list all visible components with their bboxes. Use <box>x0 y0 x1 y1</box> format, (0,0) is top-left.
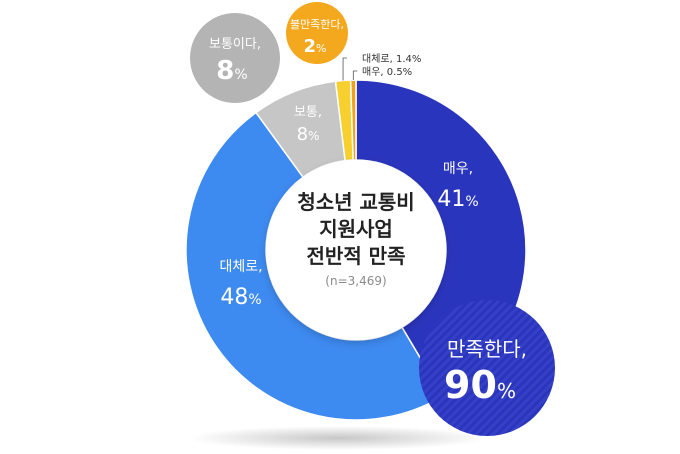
bubble-dissatisfied-label: 불만족한다, <box>290 18 344 31</box>
slice-label-very-satisfied: 매우, <box>443 161 473 177</box>
center-title-line-1: 청소년 교통비 <box>297 190 414 214</box>
callout-mostly-dissatisfied: 대체로, 1.4% <box>362 53 421 65</box>
leader-line-very-dissatisfied <box>352 70 358 81</box>
slice-value-neutral: 8% <box>297 124 320 145</box>
chart-shadow <box>188 426 488 450</box>
callout-very-dissatisfied: 매우, 0.5% <box>362 66 412 78</box>
bubble-satisfied-value: 90% <box>444 363 516 407</box>
center-title-line-3: 전반적 만족 <box>307 244 406 268</box>
slice-value-very-satisfied: 41% <box>437 187 478 212</box>
bubble-dissatisfied-value: 2% <box>304 36 327 57</box>
slice-label-mostly-satisfied: 대체로, <box>219 259 262 275</box>
bubble-satisfied: 만족한다, 90% <box>419 300 555 436</box>
center-subtitle: (n=3,469) <box>325 274 386 288</box>
bubble-satisfied-circle <box>419 300 555 436</box>
bubble-neutral: 보통이다, 8% <box>190 13 280 103</box>
slice-label-neutral: 보통, <box>294 105 322 120</box>
bubble-neutral-label: 보통이다, <box>209 37 261 52</box>
leader-line-mostly-dissatisfied <box>342 57 348 81</box>
bubble-satisfied-label: 만족한다, <box>447 337 527 361</box>
bubble-dissatisfied-circle <box>286 2 348 64</box>
center-title-line-2: 지원사업 <box>319 217 393 241</box>
bubble-neutral-value: 8% <box>216 56 247 86</box>
leader-lines <box>342 57 358 81</box>
donut-center <box>266 160 446 340</box>
slice-value-mostly-satisfied: 48% <box>220 285 261 310</box>
bubble-dissatisfied: 불만족한다, 2% <box>286 2 348 64</box>
bubble-neutral-circle <box>190 13 280 103</box>
